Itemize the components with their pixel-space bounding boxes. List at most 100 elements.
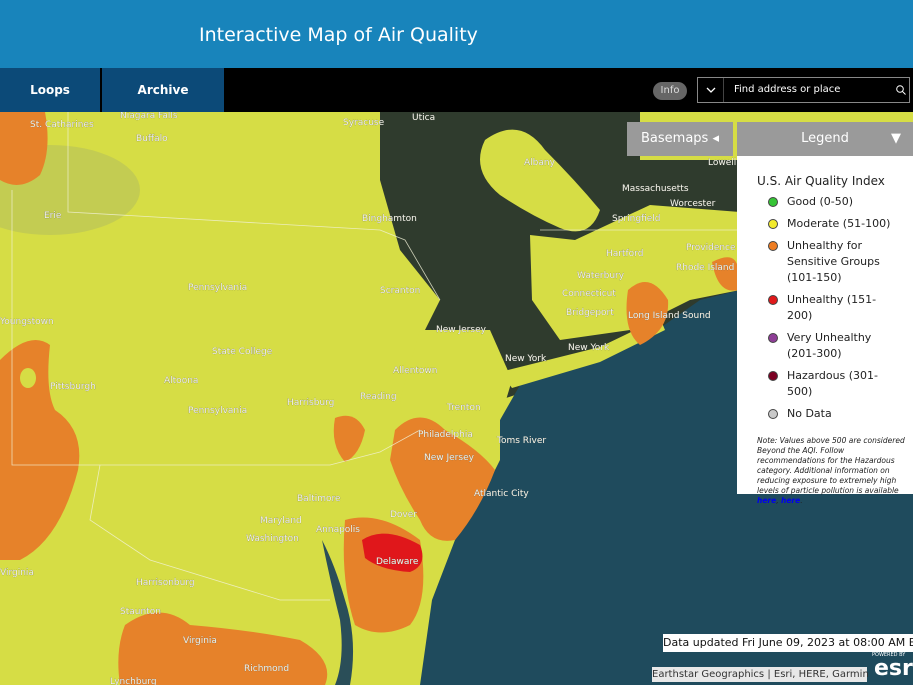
- place-label: Annapolis: [316, 525, 360, 535]
- place-label: New Jersey: [436, 325, 487, 335]
- place-label: Pittsburgh: [50, 382, 96, 392]
- legend-label: Very Unhealthy (201-300): [787, 331, 872, 360]
- legend-label: Unhealthy for Sensitive Groups (101-150): [787, 239, 880, 284]
- aqi-usg-area: [0, 340, 80, 560]
- aqi-usg-area: [0, 112, 48, 185]
- legend-swatch: [768, 295, 778, 305]
- place-label: Delaware: [376, 557, 419, 567]
- place-label: Trenton: [446, 403, 481, 413]
- place-label: Lowell: [708, 158, 736, 168]
- note-separator: ,: [776, 496, 781, 505]
- place-label: Virginia: [0, 568, 34, 578]
- legend-swatch: [768, 409, 778, 419]
- place-label: Toms River: [496, 436, 546, 446]
- legend-items: Good (0-50) Moderate (51-100) Unhealthy fo…: [757, 194, 905, 422]
- note-end: .: [800, 496, 803, 505]
- place-label: Altoona: [164, 376, 198, 386]
- tab-loops[interactable]: Loops: [0, 68, 100, 112]
- place-label: Syracuse: [343, 118, 385, 128]
- place-label: Utica: [412, 113, 435, 123]
- legend-item: Unhealthy for Sensitive Groups (101-150): [757, 238, 897, 286]
- attribution: Earthstar Geographics | Esri, HERE, Garm…: [652, 667, 869, 682]
- place-label: Waterbury: [577, 271, 625, 281]
- legend-label: Moderate (51-100): [787, 217, 891, 230]
- legend-swatch: [768, 333, 778, 343]
- place-label: Bridgeport: [566, 308, 614, 318]
- basemaps-label: Basemaps: [641, 131, 709, 146]
- aqi-moderate-area: [20, 368, 36, 388]
- legend-note: Note: Values above 500 are considered Be…: [757, 436, 905, 506]
- aqi-moderate-area: [480, 129, 600, 232]
- place-label: Binghamton: [362, 214, 417, 224]
- note-link[interactable]: here: [757, 496, 777, 505]
- aqi-usg-area: [390, 417, 495, 541]
- place-label: Virginia: [183, 636, 217, 646]
- info-button[interactable]: Info: [653, 82, 687, 100]
- place-label: State College: [212, 347, 273, 357]
- place-label: New York: [568, 343, 610, 353]
- place-label: Providence: [686, 243, 736, 253]
- state-borders: [11, 112, 740, 601]
- place-label: Albany: [524, 158, 556, 168]
- note-link[interactable]: here: [781, 496, 801, 505]
- legend-swatch: [768, 371, 778, 381]
- data-updated: Data updated Fri June 09, 2023 at 08:00 …: [663, 634, 913, 652]
- place-label: Youngstown: [0, 317, 54, 327]
- place-label: New Jersey: [424, 453, 475, 463]
- legend-item: No Data: [757, 406, 897, 422]
- note-text: Note: Values above 500 are considered Be…: [757, 436, 905, 495]
- place-label: Springfield: [612, 214, 660, 224]
- page-title: Interactive Map of Air Quality: [199, 24, 478, 46]
- place-label: Staunton: [120, 607, 161, 617]
- place-label: Lynchburg: [110, 677, 157, 685]
- place-label: Maryland: [260, 516, 302, 526]
- legend-swatch: [768, 241, 778, 251]
- search-icon: [896, 85, 906, 95]
- legend-item: Good (0-50): [757, 194, 897, 210]
- aqi-usg-area: [118, 612, 328, 685]
- legend-item: Moderate (51-100): [757, 216, 897, 232]
- place-label: Pennsylvania: [188, 283, 247, 293]
- place-label: Allentown: [393, 366, 438, 376]
- legend-label: Hazardous (301-500): [787, 369, 879, 398]
- aqi-moderate-area: [530, 205, 740, 340]
- place-label: Washington: [246, 534, 299, 544]
- place-label: Scranton: [380, 286, 420, 296]
- legend-button[interactable]: Legend ▼: [737, 122, 913, 156]
- place-label: Niagara Falls: [120, 111, 178, 121]
- place-label: Pennsylvania: [188, 406, 247, 416]
- place-label: Baltimore: [297, 494, 341, 504]
- search-placeholder: Find address or place: [734, 84, 841, 95]
- legend-label: Unhealthy (151-200): [787, 293, 877, 322]
- legend-panel: U.S. Air Quality Index Good (0-50) Modera…: [737, 156, 913, 505]
- tab-archive[interactable]: Archive: [102, 68, 224, 112]
- legend-label: Legend: [801, 131, 849, 146]
- place-label: Dover: [390, 510, 417, 520]
- place-label: Long Island Sound: [628, 311, 711, 321]
- place-label: Massachusetts: [622, 184, 689, 194]
- place-label: Atlantic City: [474, 489, 529, 499]
- nav-bar: Loops Archive Info Find address or place: [0, 68, 913, 112]
- legend-swatch: [768, 219, 778, 229]
- bay: [322, 540, 354, 685]
- place-label: Connecticut: [562, 289, 616, 299]
- aqi-unhealthy-area: [362, 533, 423, 572]
- aqi-usg-area: [712, 257, 738, 291]
- legend-item: Hazardous (301-500): [757, 368, 897, 400]
- legend-label: Good (0-50): [787, 195, 854, 208]
- place-label: Harrisburg: [287, 398, 334, 408]
- place-label: Rhode Island: [676, 263, 734, 273]
- esri-logo: esri: [874, 656, 913, 681]
- aqi-moderate-area: [500, 318, 665, 388]
- place-labels: St. Catharines Niagara Falls Buffalo Syr…: [0, 111, 736, 685]
- legend-swatch: [768, 197, 778, 207]
- place-label: Erie: [44, 211, 62, 221]
- legend-title: U.S. Air Quality Index: [757, 174, 885, 188]
- basemaps-button[interactable]: Basemaps ◂: [627, 122, 733, 156]
- legend-item: Unhealthy (151-200): [757, 292, 897, 324]
- search-box[interactable]: Find address or place: [697, 77, 910, 103]
- place-label: Hartford: [606, 249, 643, 259]
- place-label: Richmond: [244, 664, 289, 674]
- dropdown-icon: [706, 78, 724, 102]
